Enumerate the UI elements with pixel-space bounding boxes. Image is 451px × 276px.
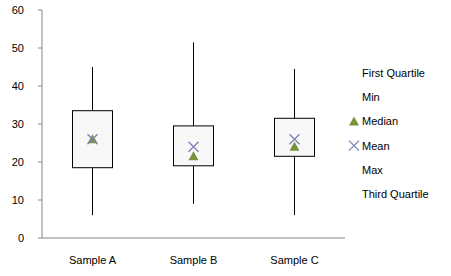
upper-whisker	[294, 69, 295, 118]
legend-symbol	[349, 116, 359, 125]
x-tick-label: Sample A	[69, 254, 117, 266]
upper-whisker	[193, 42, 194, 126]
legend-label: Max	[362, 164, 383, 176]
y-tick-label: 50	[12, 42, 24, 54]
lower-whisker	[92, 168, 93, 216]
x-tick-label: Sample B	[170, 254, 218, 266]
marks	[73, 42, 315, 215]
y-tick	[38, 162, 42, 163]
legend-label: First Quartile	[362, 67, 425, 79]
y-tick	[38, 48, 42, 49]
median-marker	[88, 134, 98, 143]
legend-label: Third Quartile	[362, 188, 429, 200]
upper-whisker	[92, 67, 93, 111]
box	[174, 126, 214, 166]
y-tick-label: 20	[12, 156, 24, 168]
y-tick-label: 60	[12, 4, 24, 16]
y-tick	[38, 86, 42, 87]
box	[275, 118, 315, 156]
legend-symbol	[349, 141, 359, 151]
mean-marker	[88, 134, 98, 144]
x-axis	[42, 238, 345, 239]
lower-whisker	[193, 166, 194, 204]
legend-label: Min	[362, 91, 380, 103]
legend-label: Median	[362, 115, 398, 127]
legend-label: Mean	[362, 140, 390, 152]
x-tick-label: Sample C	[270, 254, 318, 266]
mean-marker	[189, 142, 199, 152]
y-tick-label: 30	[12, 118, 24, 130]
y-tick	[38, 200, 42, 201]
y-tick-label: 0	[18, 232, 24, 244]
median-marker	[189, 151, 199, 160]
y-tick-label: 40	[12, 80, 24, 92]
legend: First Quartile Min Median Mean Max Third Quar…	[349, 67, 429, 200]
chart: 0 10 20 30 40 50 60 Sample A Sample B Sample C Fir…	[0, 0, 451, 276]
lower-whisker	[294, 156, 295, 215]
mean-marker	[290, 134, 300, 144]
y-tick	[38, 124, 42, 125]
y-tick	[38, 238, 42, 239]
box	[73, 111, 113, 168]
y-tick	[38, 10, 42, 11]
y-tick-label: 10	[12, 194, 24, 206]
